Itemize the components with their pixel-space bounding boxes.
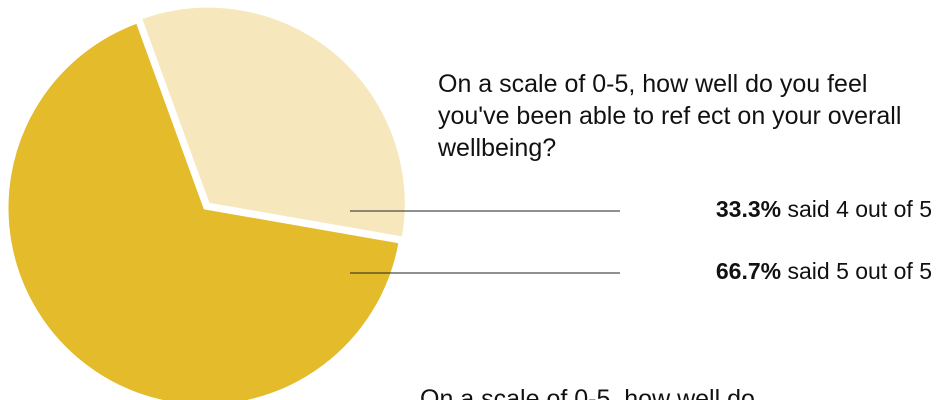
annotation: On a scale of 0-5, how well do <box>420 385 755 400</box>
slice-category: said 5 out of 5 <box>788 258 933 284</box>
slice-value-label: 66.7% <box>716 258 781 284</box>
pie-slice <box>138 4 408 240</box>
slice-label: 66.7% said 5 out of 5 <box>716 258 932 284</box>
pie-slice <box>5 20 402 400</box>
slice-label: 33.3% said 4 out of 5 <box>716 196 932 222</box>
slice-value-label: 33.3% <box>716 196 781 222</box>
slice-category: said 4 out of 5 <box>788 196 933 222</box>
chart-title: On a scale of 0-5, how well do you feel … <box>438 70 902 162</box>
